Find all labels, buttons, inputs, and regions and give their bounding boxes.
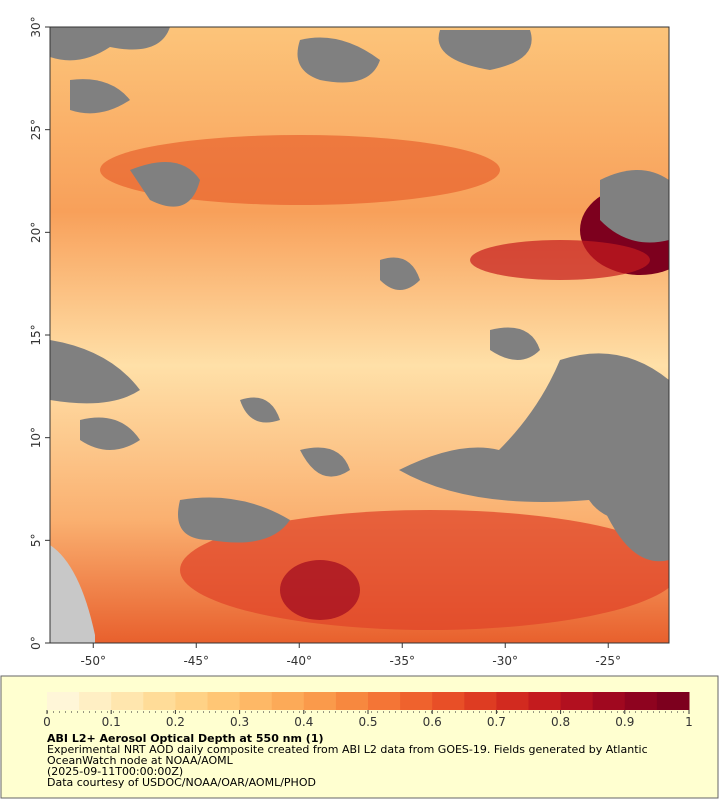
colorbar-tick-label: 0.6 — [423, 715, 442, 729]
aod-map — [50, 27, 669, 643]
colorbar-segment — [432, 692, 465, 710]
y-tick-label: 25° — [29, 119, 43, 140]
y-tick-label: 15° — [29, 324, 43, 345]
colorbar-segment — [400, 692, 433, 710]
colorbar-tick-label: 0.8 — [551, 715, 570, 729]
colorbar-tick-label: 0.4 — [294, 715, 313, 729]
colorbar-segment — [528, 692, 562, 710]
colorbar-tick-label: 0.5 — [358, 715, 377, 729]
colorbar-tick-label: 0.9 — [615, 715, 634, 729]
colorbar-segment — [560, 692, 594, 710]
y-tick-label: 5° — [29, 534, 43, 548]
colorbar-segment — [592, 692, 626, 710]
colorbar-tick-label: 0.1 — [102, 715, 121, 729]
colorbar-tick-label: 0.7 — [487, 715, 506, 729]
caption-line: Experimental NRT AOD daily composite cre… — [47, 743, 648, 756]
colorbar-segment — [624, 692, 658, 710]
caption-line: (2025-09-11T00:00:00Z) — [47, 765, 183, 778]
y-tick-label: 0° — [29, 636, 43, 650]
colorbar-segment — [175, 692, 208, 710]
colorbar-tick-label: 0 — [43, 715, 51, 729]
colorbar-segment — [368, 692, 401, 710]
x-tick-label: -30° — [492, 654, 518, 668]
colorbar-segment — [335, 692, 369, 710]
y-tick-label: 20° — [29, 222, 43, 243]
colorbar-segment — [656, 692, 690, 710]
y-tick-label: 30° — [29, 16, 43, 37]
colorbar-segment — [79, 692, 112, 710]
y-tick-label: 10° — [29, 427, 43, 448]
caption-line: Data courtesy of USDOC/NOAA/OAR/AOML/PHO… — [47, 776, 316, 789]
x-tick-label: -45° — [183, 654, 209, 668]
colorbar-segment — [464, 692, 497, 710]
colorbar-segment — [111, 692, 144, 710]
colorbar-segment — [303, 692, 337, 710]
x-tick-label: -25° — [595, 654, 621, 668]
x-tick-label: -50° — [80, 654, 106, 668]
colorbar-segment — [207, 692, 241, 710]
caption-title: ABI L2+ Aerosol Optical Depth at 550 nm … — [47, 732, 324, 745]
caption-line: OceanWatch node at NOAA/AOML — [47, 754, 234, 767]
colorbar-tick-label: 1 — [685, 715, 693, 729]
colorbar-tick-label: 0.2 — [166, 715, 185, 729]
colorbar-segment — [239, 692, 273, 710]
colorbar-segment — [496, 692, 529, 710]
colorbar-segment — [271, 692, 305, 710]
colorbar-segment — [143, 692, 176, 710]
colorbar-tick-label: 0.3 — [230, 715, 249, 729]
colorbar-segment — [47, 692, 80, 710]
x-tick-label: -35° — [389, 654, 415, 668]
x-tick-label: -40° — [286, 654, 312, 668]
